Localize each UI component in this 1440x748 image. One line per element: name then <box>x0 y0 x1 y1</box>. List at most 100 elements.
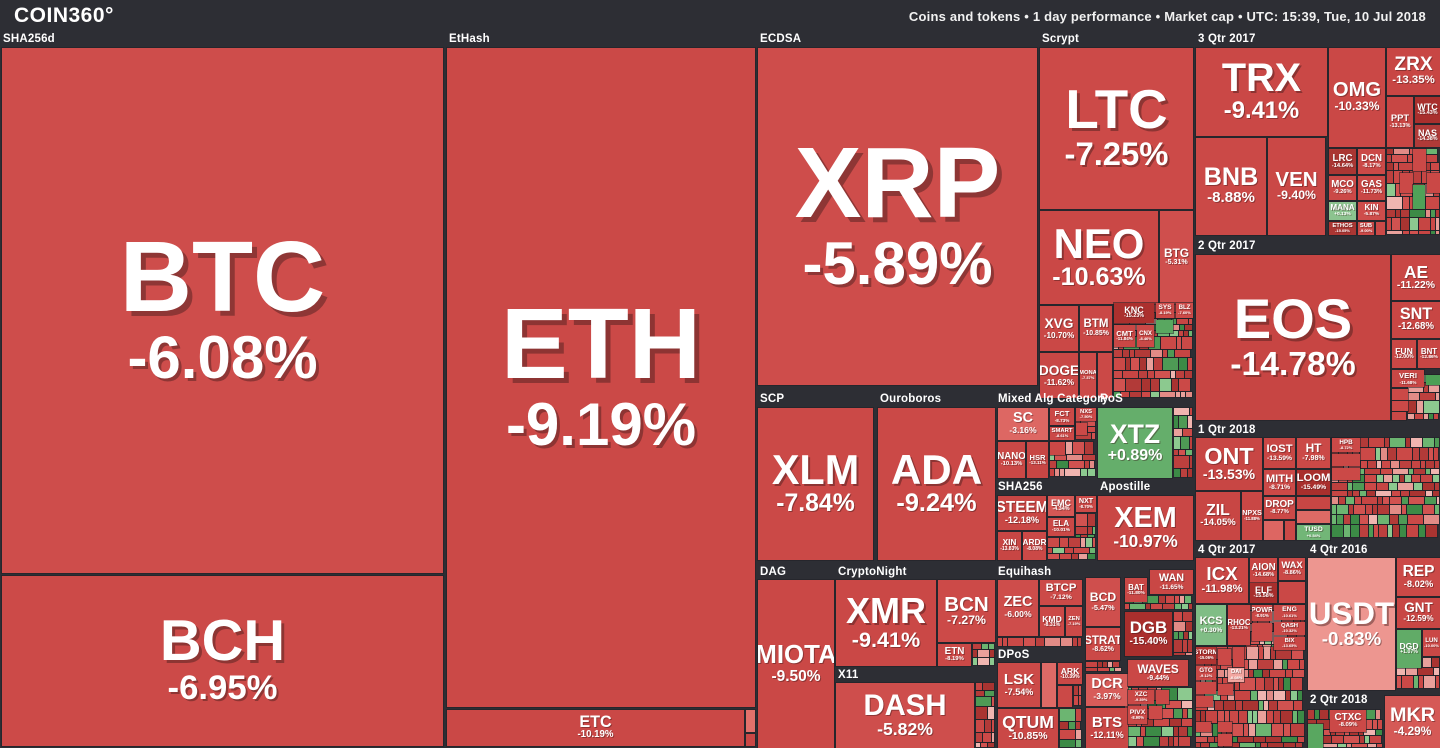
tile-small[interactable] <box>1180 596 1184 603</box>
tile-small[interactable] <box>1400 475 1404 482</box>
tile-small[interactable] <box>1400 525 1406 537</box>
tile-AION[interactable]: AION -14.68% <box>1250 558 1277 583</box>
tile-small[interactable] <box>1236 701 1242 710</box>
tile-small[interactable] <box>1409 497 1424 504</box>
tile-CENNZ[interactable] <box>1297 511 1330 523</box>
tile-small[interactable] <box>1183 709 1187 718</box>
tile-HSR[interactable]: HSR -13.11% <box>1027 442 1048 478</box>
tile-small[interactable] <box>1435 505 1439 514</box>
tile-EOS[interactable]: EOS -14.78% <box>1196 255 1390 420</box>
tile-small[interactable] <box>1431 163 1439 170</box>
tile-small[interactable] <box>1369 515 1377 524</box>
tile-small[interactable] <box>1174 408 1189 415</box>
tile-small[interactable] <box>1238 737 1253 742</box>
tile-small[interactable] <box>1436 393 1439 400</box>
tile-ADA[interactable]: ADA -9.24% <box>878 408 995 560</box>
tile-small[interactable] <box>1264 647 1270 659</box>
tile-small[interactable] <box>1393 475 1399 482</box>
tile-small[interactable] <box>1050 455 1054 460</box>
tile-small[interactable] <box>1151 325 1157 330</box>
tile-small[interactable] <box>1233 737 1237 742</box>
tile-small[interactable] <box>1377 475 1383 482</box>
tile-small[interactable] <box>1060 469 1064 476</box>
tile-CND[interactable] <box>1196 722 1211 732</box>
tile-small[interactable] <box>1252 623 1272 641</box>
tile-small[interactable] <box>1408 383 1423 392</box>
tile-small[interactable] <box>973 658 977 665</box>
tile-small[interactable] <box>1213 724 1221 736</box>
tile-small[interactable] <box>1232 724 1243 736</box>
tile-small[interactable] <box>1182 719 1192 726</box>
tile-small[interactable] <box>1278 701 1293 710</box>
tile-small[interactable] <box>1178 688 1192 700</box>
tile-small[interactable] <box>1085 461 1089 468</box>
tile-small[interactable] <box>1378 497 1382 504</box>
tile-XMR[interactable]: XMR -9.41% <box>836 580 936 666</box>
tile-small[interactable] <box>1420 448 1428 460</box>
tile-small[interactable] <box>1168 325 1179 330</box>
tile-small[interactable] <box>1249 670 1253 677</box>
tile-ENJ[interactable] <box>1196 696 1213 707</box>
tile-small[interactable] <box>1093 527 1095 534</box>
tile-small[interactable] <box>1088 427 1095 432</box>
tile-small[interactable] <box>1141 727 1145 736</box>
tile-DGD[interactable]: DGD +1.07% <box>1397 630 1421 668</box>
tile-BCD[interactable]: BCD -5.47% <box>1086 578 1120 626</box>
tile-KEY[interactable] <box>1050 442 1065 455</box>
tile-small[interactable] <box>1400 461 1411 468</box>
tile-small[interactable] <box>1435 461 1439 468</box>
tile-small[interactable] <box>1383 497 1389 504</box>
tile-QASH[interactable]: QASH -10.32% <box>1274 622 1305 635</box>
tile-small[interactable] <box>1406 668 1417 675</box>
tile-small[interactable] <box>1308 724 1323 748</box>
tile-PIVX[interactable]: PIVX -8.90% <box>1128 706 1147 724</box>
tile-small[interactable] <box>1419 218 1430 230</box>
tile-LSK[interactable]: LSK -7.54% <box>998 663 1040 707</box>
tile-small[interactable] <box>1176 392 1180 397</box>
tile-small[interactable] <box>1189 632 1192 639</box>
tile-small[interactable] <box>1351 525 1359 537</box>
tile-small[interactable] <box>1176 371 1184 378</box>
tile-small[interactable] <box>1114 350 1122 357</box>
tile-small[interactable] <box>1414 676 1418 688</box>
tile-small[interactable] <box>1409 469 1413 474</box>
tile-small[interactable] <box>1154 719 1169 726</box>
tile-XIN[interactable]: XIN -13.83% <box>998 532 1021 560</box>
tile-DAI[interactable]: DAI -0.08% <box>1228 668 1244 682</box>
tile-ONT[interactable]: ONT -13.53% <box>1196 438 1262 490</box>
tile-small[interactable] <box>1256 678 1264 690</box>
tile-small[interactable] <box>1188 358 1192 370</box>
tile-small[interactable] <box>1410 231 1418 234</box>
tile-small[interactable] <box>1378 515 1389 524</box>
tile-small[interactable] <box>1369 525 1373 537</box>
tile-small[interactable] <box>1426 197 1439 209</box>
tile-small[interactable] <box>1368 461 1376 468</box>
tile-small[interactable] <box>1422 155 1437 162</box>
tile-small[interactable] <box>1210 743 1218 747</box>
tile-small[interactable] <box>981 743 987 747</box>
tile-small[interactable] <box>1435 438 1439 447</box>
tile-small[interactable] <box>1385 438 1389 447</box>
tile-small[interactable] <box>1351 515 1359 524</box>
tile-small[interactable] <box>1189 604 1192 609</box>
tile-LRC[interactable]: LRC -14.64% <box>1329 149 1356 174</box>
tile-small[interactable] <box>1088 535 1094 537</box>
tile-small[interactable] <box>1266 737 1281 742</box>
tile-XLM[interactable]: XLM -7.84% <box>758 408 873 560</box>
tile-small[interactable] <box>1298 737 1304 742</box>
tile-small[interactable] <box>1259 701 1263 710</box>
tile-BTG[interactable]: BTG -5.31% <box>1160 211 1193 304</box>
tile-NEO[interactable]: NEO -10.63% <box>1040 211 1158 304</box>
tile-small[interactable] <box>1163 604 1174 609</box>
tile-small[interactable] <box>1425 497 1436 504</box>
tile-LTC[interactable]: LTC -7.25% <box>1040 48 1193 209</box>
tile-small[interactable] <box>1364 730 1375 735</box>
tile-small[interactable] <box>1387 171 1393 183</box>
tile-small[interactable] <box>976 743 980 747</box>
tile-small[interactable] <box>1426 491 1432 496</box>
tile-MKR[interactable]: MKR -4.29% <box>1385 696 1440 748</box>
tile-small[interactable] <box>976 683 982 690</box>
tile-small[interactable] <box>1401 210 1409 217</box>
tile-small[interactable] <box>1270 670 1285 677</box>
tile-small[interactable] <box>1337 505 1348 514</box>
